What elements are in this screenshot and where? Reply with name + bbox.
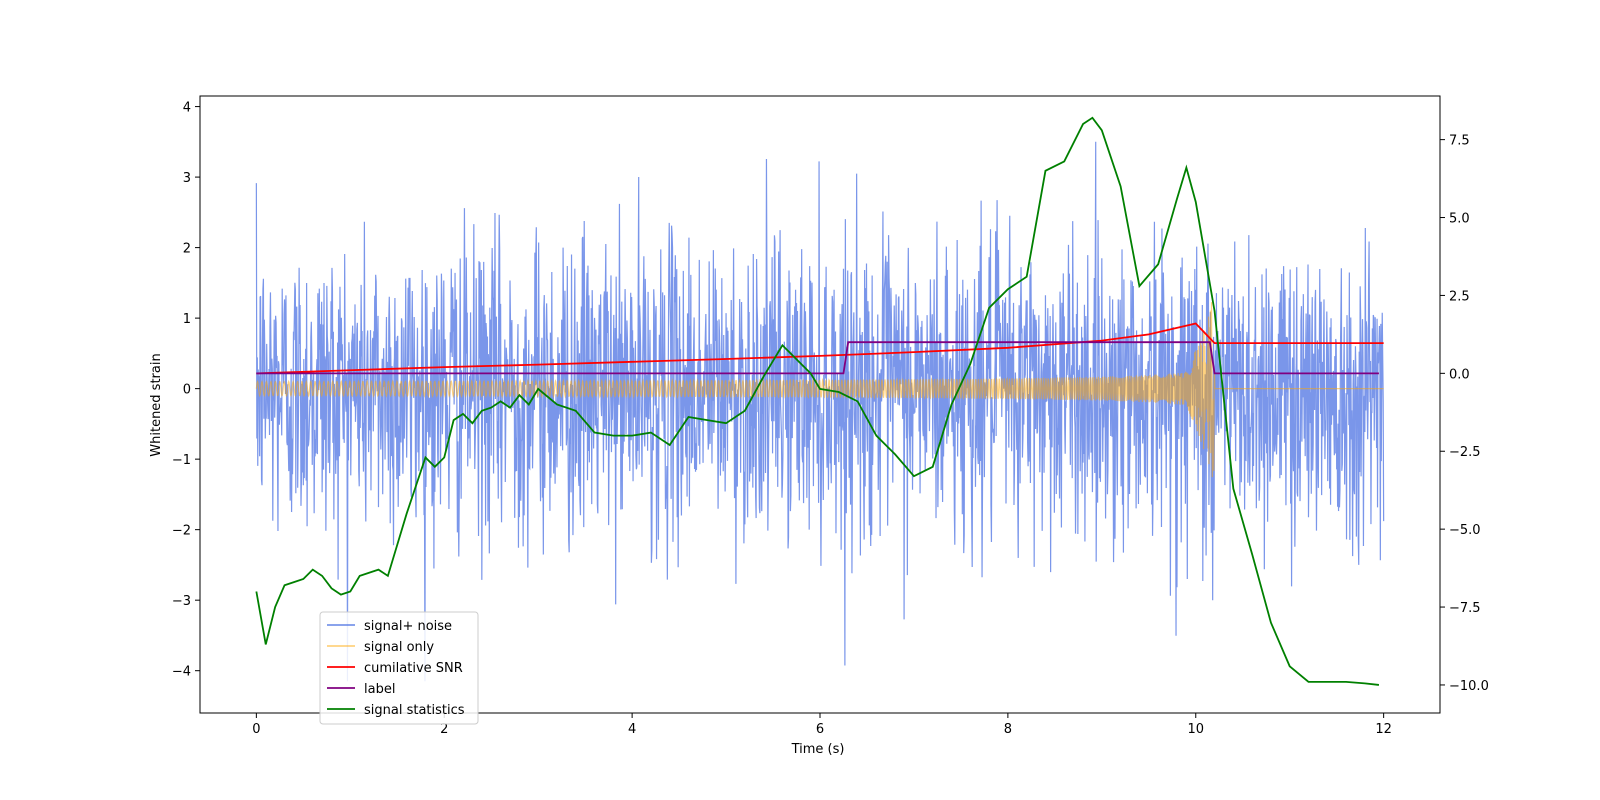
y2-tick-label: 0.0 [1449,367,1470,382]
legend-label: label [364,682,395,697]
x-tick-label: 6 [816,722,824,737]
legend-label: cumilative SNR [364,661,463,676]
legend-label: signal statistics [364,703,465,718]
y-axis-left: −4 −3 −2 −1 0 1 2 3 4 [172,101,200,680]
x-tick-label: 10 [1187,722,1204,737]
y-tick-label: −4 [172,665,191,680]
series-signal-noise-line [255,141,1385,682]
series-signal-only-line [255,302,1384,478]
x-tick-label: 2 [440,722,448,737]
x-tick-label: 8 [1004,722,1012,737]
y-tick-label: −1 [172,453,191,468]
x-axis-title: Time (s) [791,742,845,757]
y2-tick-label: 5.0 [1449,212,1470,227]
y2-tick-label: −7.5 [1449,601,1481,616]
y2-tick-label: 2.5 [1449,289,1470,304]
series-signal-statistics-line [255,116,1380,686]
legend: signal+ noise signal only cumilative SNR la… [319,611,479,725]
x-tick-label: 12 [1375,722,1392,737]
legend-label: signal only [364,640,434,655]
series-label-line [256,341,1379,375]
y2-tick-label: 7.5 [1449,134,1470,149]
y-axis-title: Whitened strain [149,353,164,456]
y-tick-label: 1 [183,312,191,327]
y-tick-label: 3 [183,171,191,186]
y-tick-label: 4 [183,101,191,116]
y-tick-label: −2 [172,524,191,539]
y2-tick-label: −10.0 [1449,679,1489,694]
series-cumulative-snr-line [256,322,1384,375]
y-tick-label: 2 [183,242,191,257]
y2-tick-label: −2.5 [1449,445,1481,460]
y2-tick-label: −5.0 [1449,523,1481,538]
x-tick-label: 0 [252,722,260,737]
series-layer [255,116,1385,686]
legend-label: signal+ noise [364,619,452,634]
y-tick-label: −3 [172,594,191,609]
y-axis-right: −10.0 −7.5 −5.0 −2.5 0.0 2.5 5.0 7.5 [1440,134,1489,694]
x-tick-label: 4 [628,722,636,737]
legend-frame [319,611,479,725]
y-tick-label: 0 [183,383,191,398]
x-axis: 0 2 4 6 8 10 12 [252,713,1392,737]
